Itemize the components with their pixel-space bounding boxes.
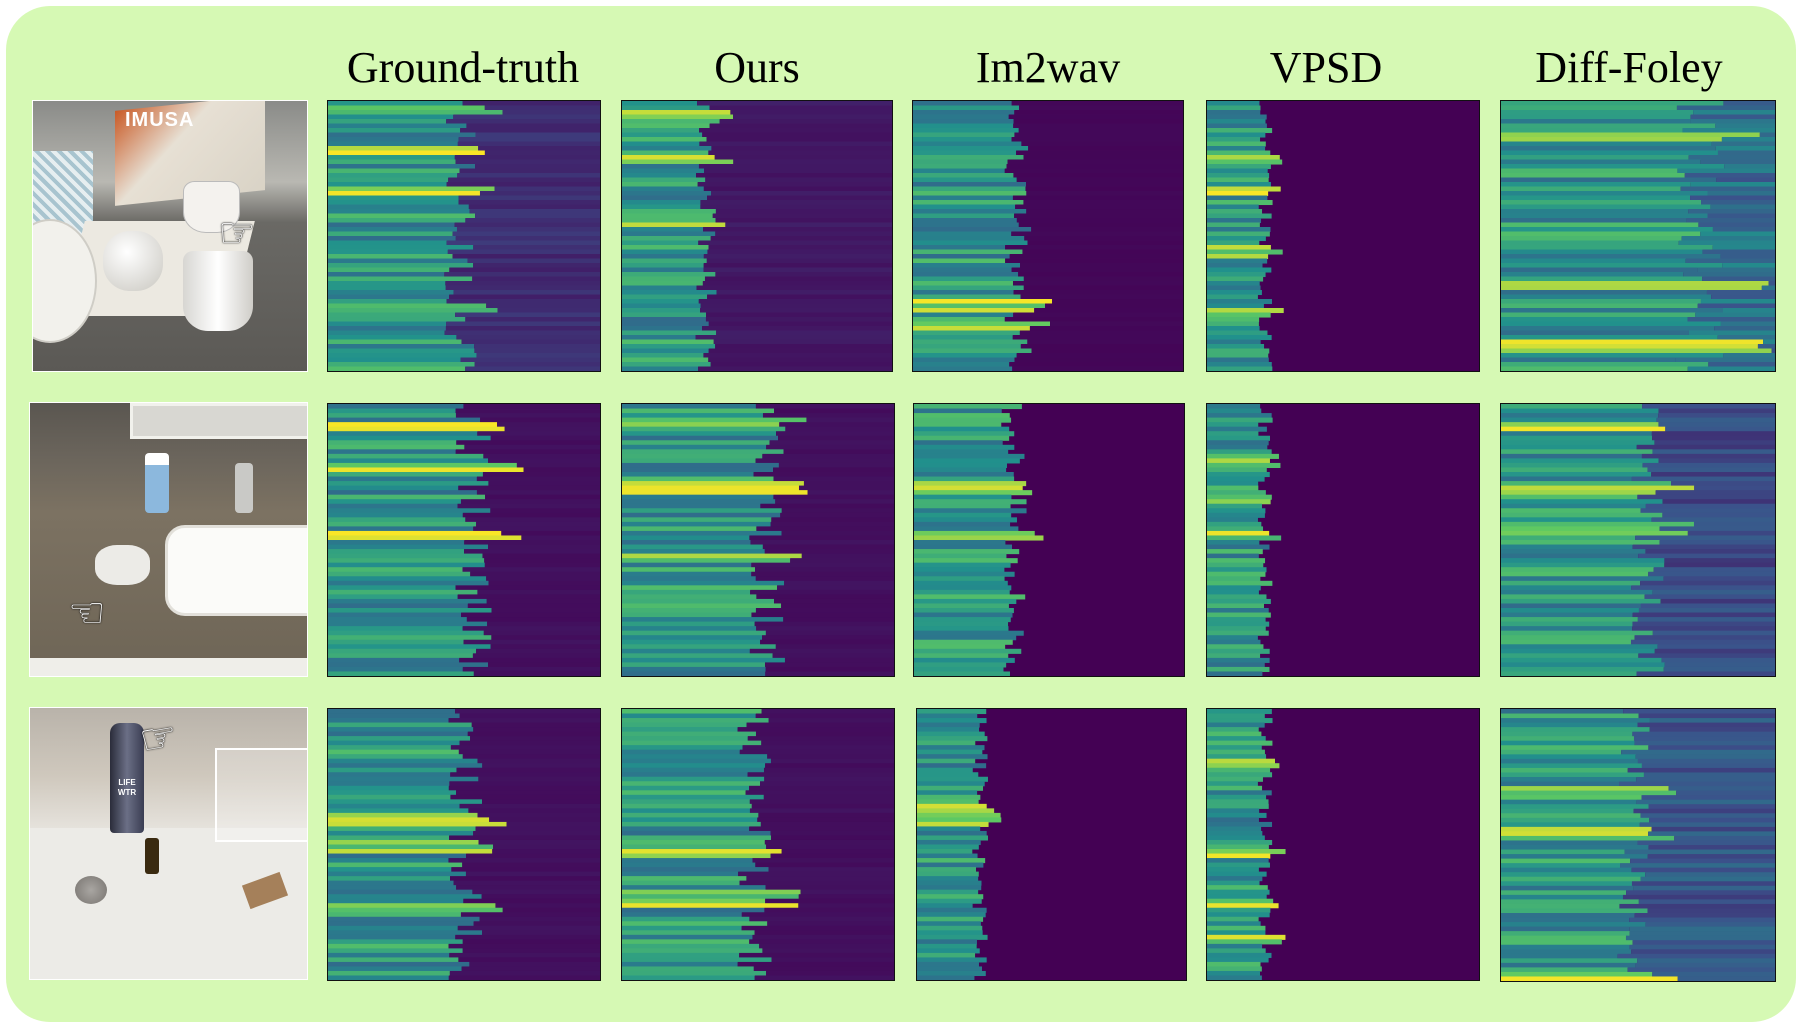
desk-surface bbox=[30, 828, 307, 979]
cabinet bbox=[30, 658, 307, 676]
tin-can bbox=[75, 876, 107, 904]
column-header-diff-foley: Diff-Foley bbox=[1535, 43, 1723, 92]
soap-dish bbox=[95, 545, 150, 585]
sugar-bowl bbox=[103, 231, 163, 291]
spectrogram-ours-row-2 bbox=[621, 403, 895, 677]
spectrogram-diff-foley-row-1 bbox=[1500, 100, 1776, 372]
spectrogram-im2wav-row-1 bbox=[912, 100, 1184, 372]
small-bottle bbox=[145, 838, 159, 874]
spectrogram-ground-truth-row-2 bbox=[327, 403, 601, 677]
column-header-ours: Ours bbox=[714, 43, 800, 92]
column-header-im2wav: Im2wav bbox=[975, 43, 1121, 92]
scene-image-desk-bottle: LIFE WTR ☞ bbox=[29, 707, 308, 980]
spectrogram-ours-row-3 bbox=[621, 708, 895, 981]
spectrogram-vpsd-row-3 bbox=[1206, 708, 1480, 981]
spectrogram-im2wav-row-3 bbox=[916, 708, 1187, 981]
scene-image-kitchen-mug: IMUSA ☞ bbox=[32, 100, 308, 372]
spectrogram-ours-row-1 bbox=[621, 100, 893, 372]
bottle-label-text: LIFE WTR bbox=[117, 778, 137, 797]
acrylic-organizer bbox=[215, 748, 307, 842]
spectrogram-diff-foley-row-2 bbox=[1500, 403, 1776, 677]
column-header-ground-truth: Ground-truth bbox=[346, 43, 580, 92]
spectrogram-vpsd-row-2 bbox=[1206, 403, 1480, 677]
sink-basin bbox=[165, 525, 307, 616]
white-mug bbox=[183, 251, 253, 331]
spectrogram-im2wav-row-2 bbox=[913, 403, 1185, 677]
spectrogram-ground-truth-row-1 bbox=[327, 100, 601, 372]
pointing-hand-icon: ☞ bbox=[68, 591, 106, 637]
mirror-frame bbox=[130, 403, 307, 439]
pointing-hand-icon: ☞ bbox=[218, 211, 256, 257]
spectrogram-ground-truth-row-3 bbox=[327, 708, 601, 981]
spectrogram-vpsd-row-1 bbox=[1206, 100, 1480, 372]
faucet bbox=[235, 463, 253, 513]
mug-upside-down bbox=[183, 181, 240, 233]
column-header-vpsd: VPSD bbox=[1269, 43, 1383, 92]
spectrogram-diff-foley-row-3 bbox=[1500, 708, 1776, 982]
water-bottle bbox=[110, 723, 144, 833]
scene-image-bathroom-sink: ☞ bbox=[29, 402, 308, 677]
soap-dispenser bbox=[145, 453, 169, 513]
pointing-hand-icon: ☞ bbox=[136, 713, 182, 765]
box-brand-text: IMUSA bbox=[125, 109, 195, 131]
